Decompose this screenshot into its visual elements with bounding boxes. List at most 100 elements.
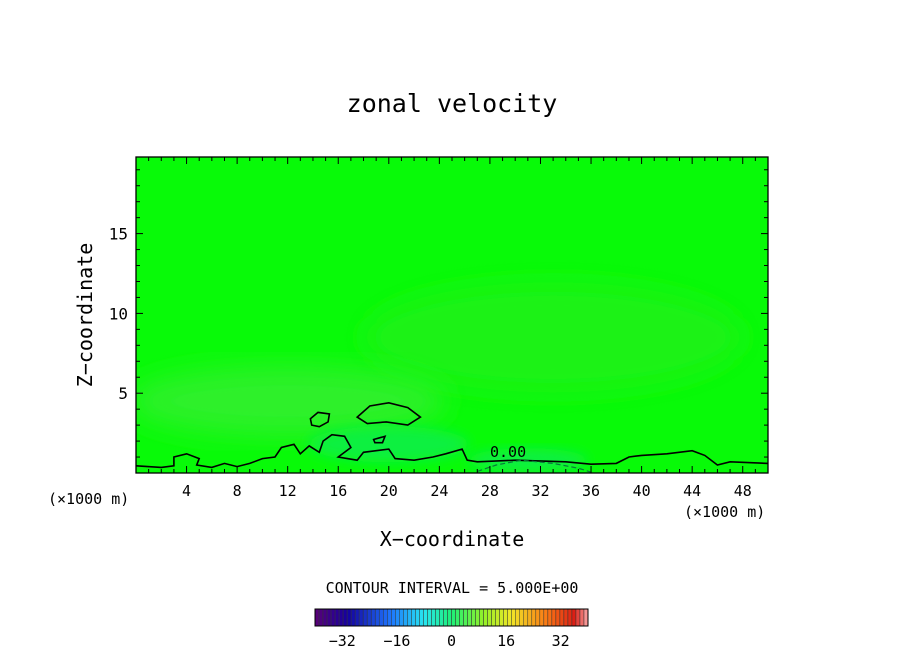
colorbar-cell (451, 608, 456, 627)
negative-contour (477, 459, 592, 473)
contour-island-1 (355, 401, 422, 426)
colorbar-cell (523, 608, 529, 627)
colorbar-cell (459, 608, 464, 627)
colorbar-cell (539, 608, 545, 627)
x-tick-label: 44 (683, 482, 701, 500)
colorbar-cell (391, 608, 396, 627)
colorbar-cell (463, 608, 468, 627)
x-tick-label: 24 (430, 482, 448, 500)
x-tick-label: 36 (582, 482, 600, 500)
colorbar-cell (447, 608, 452, 627)
y-axis-label: Z−coordinate (73, 243, 97, 388)
shade-upper (363, 282, 744, 393)
x-tick-label: 48 (734, 482, 752, 500)
colorbar-cell (366, 608, 372, 627)
x-tick-label: 20 (380, 482, 398, 500)
colorbar-cell (443, 608, 448, 627)
colorbar-cell (370, 608, 376, 627)
colorbar-cell (395, 608, 400, 627)
colorbar-cell (330, 608, 336, 627)
colorbar-cell (383, 608, 388, 627)
shade-left (136, 366, 448, 437)
colorbar-cell (571, 608, 577, 627)
colorbar-cell (334, 608, 340, 627)
colorbar-cell (399, 608, 404, 627)
x-tick-labels: 4 8 12 16 20 24 28 32 36 40 44 48 (182, 482, 752, 500)
contour-interval-text: CONTOUR INTERVAL = 5.000E+00 (326, 579, 579, 597)
colorbar-cell (427, 608, 432, 627)
colorbar-cell (495, 608, 500, 627)
colorbar-cell (326, 608, 332, 627)
colorbar-tick-labels: −32 −16 0 16 32 (329, 632, 570, 650)
plot-area: 0.00 (136, 157, 768, 473)
colorbar-cell (547, 608, 553, 627)
colorbar-cell (527, 608, 533, 627)
colorbar-cell (503, 608, 508, 627)
colorbar-cell (362, 608, 368, 627)
colorbar-cell (407, 608, 412, 627)
colorbar-cell (455, 608, 460, 627)
x-tick-label: 12 (279, 482, 297, 500)
colorbar-cell (483, 608, 488, 627)
y-tick-label: 15 (109, 225, 128, 244)
colorbar-cell (346, 608, 352, 627)
colorbar-tick-label: −16 (383, 632, 410, 650)
x-tick-label: 16 (329, 482, 347, 500)
contour-island-0 (309, 411, 331, 428)
colorbar-cell (515, 608, 520, 627)
colorbar-tick-label: −32 (329, 632, 356, 650)
colorbar-cell (535, 608, 541, 627)
x-tick-label: 32 (531, 482, 549, 500)
contour-island-2 (372, 435, 387, 444)
colorbar-cell (479, 608, 484, 627)
colorbar-cell (471, 608, 476, 627)
colorbar-cell (507, 608, 512, 627)
colorbar-cell (543, 608, 549, 627)
colorbar-cell (314, 608, 320, 627)
colorbar-cell (431, 608, 436, 627)
colorbar-tick-label: 32 (552, 632, 570, 650)
colorbar-cell (419, 608, 424, 627)
colorbar-cell (563, 608, 569, 627)
colorbar-cell (519, 608, 525, 627)
colorbar-cell (423, 608, 428, 627)
colorbar-cell (579, 608, 585, 627)
x-unit-right: (×1000 m) (684, 503, 765, 521)
colorbar-cell (475, 608, 480, 627)
zero-contour (136, 433, 768, 469)
colorbar-cell (439, 608, 444, 627)
colorbar-cell (338, 608, 344, 627)
x-tick-label: 4 (182, 482, 191, 500)
colorbar-cell (551, 608, 557, 627)
chart-title: zonal velocity (347, 89, 558, 118)
y-tick-labels: 5 10 15 (109, 225, 128, 404)
colorbar-cell (559, 608, 565, 627)
colorbar (314, 608, 589, 627)
contour-islands (309, 401, 422, 444)
y-tick-label: 5 (118, 384, 128, 403)
colorbar-tick-label: 0 (447, 632, 456, 650)
contour-label: 0.00 (490, 443, 526, 461)
colorbar-cell (358, 608, 364, 627)
field-shading (136, 282, 744, 473)
colorbar-cell (491, 608, 496, 627)
colorbar-cell (567, 608, 573, 627)
colorbar-cell (354, 608, 360, 627)
colorbar-cell (318, 608, 324, 627)
colorbar-cell (531, 608, 537, 627)
colorbar-frame (314, 608, 589, 627)
axis-ticks (136, 157, 768, 473)
colorbar-cell (499, 608, 504, 627)
y-tick-label: 10 (109, 304, 128, 323)
colorbar-cell (322, 608, 328, 627)
colorbar-cell (342, 608, 348, 627)
x-tick-label: 40 (633, 482, 651, 500)
colorbar-cell (378, 608, 384, 627)
x-tick-label: 28 (481, 482, 499, 500)
colorbar-cell (415, 608, 420, 627)
colorbar-cell (583, 608, 589, 627)
x-tick-label: 8 (233, 482, 242, 500)
colorbar-cell (350, 608, 356, 627)
colorbar-cell (511, 608, 516, 627)
